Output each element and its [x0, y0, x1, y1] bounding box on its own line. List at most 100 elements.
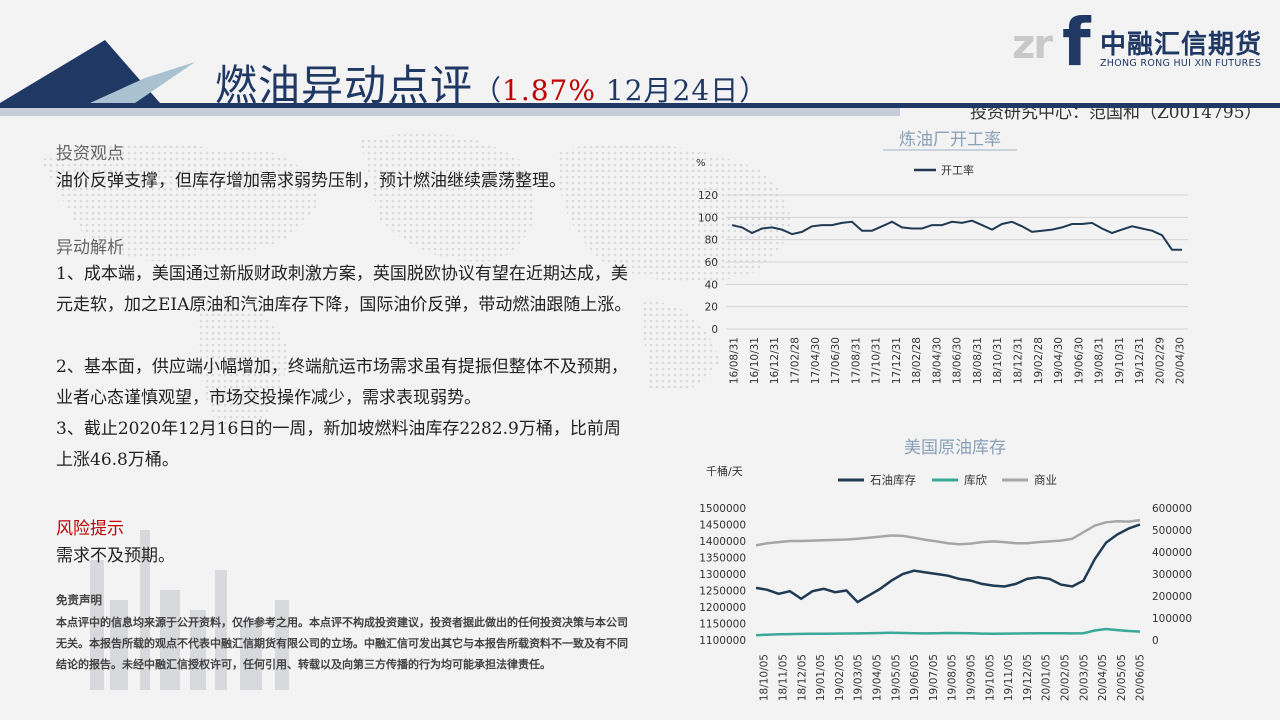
x-tick-label: 19/02/28 — [1033, 337, 1045, 384]
series-line-cushing — [755, 627, 1141, 637]
legend-label: 库欣 — [964, 473, 987, 487]
y-tick-label-right: 200000 — [1152, 591, 1192, 603]
y-tick-label: 100 — [698, 212, 718, 224]
y-tick-label-right: 0 — [1152, 635, 1159, 647]
y-tick-label: 0 — [711, 324, 718, 336]
x-tick-label: 18/04/30 — [931, 337, 943, 384]
x-tick-label: 20/04/30 — [1175, 337, 1187, 384]
y-tick-label-left: 1450000 — [699, 520, 746, 532]
y-tick-label: 40 — [705, 279, 718, 291]
series-line-utilization — [731, 219, 1182, 251]
x-tick-label: 19/07/05 — [928, 654, 940, 701]
x-tick-label: 19/08/05 — [947, 654, 959, 701]
x-tick-label: 19/12/05 — [1022, 654, 1034, 701]
x-tick-label: 19/09/05 — [965, 654, 977, 701]
y-tick-label-left: 1150000 — [699, 619, 746, 631]
x-tick-label: 16/08/31 — [729, 337, 741, 384]
disclaimer-text: 本点评中的信息均来源于公开资料，仅作参考之用。本点评不构成投资建议，投资者据此做… — [56, 616, 628, 671]
x-tick-label: 19/03/05 — [853, 654, 865, 701]
x-tick-label: 19/04/30 — [1053, 337, 1065, 384]
x-tick-label: 19/05/05 — [890, 654, 902, 701]
y-tick-label: 80 — [705, 235, 718, 247]
x-tick-label: 18/06/30 — [952, 337, 964, 384]
y-tick-label-right: 600000 — [1152, 503, 1192, 515]
series-line-commercial — [755, 518, 1141, 547]
x-tick-label: 17/02/28 — [789, 337, 801, 384]
risk-text: 需求不及预期。 — [56, 546, 175, 566]
x-tick-label: 20/02/05 — [1059, 654, 1071, 701]
x-tick-label: 18/08/31 — [972, 337, 984, 384]
chart-title: 炼油厂开工率 — [899, 130, 1001, 150]
y-tick-label-left: 1100000 — [699, 635, 746, 647]
x-tick-label: 19/06/30 — [1073, 337, 1085, 384]
y-tick-label-right: 400000 — [1152, 547, 1192, 559]
analysis-item-1: 1、成本端，美国通过新版财政刺激方案，英国脱欧协议有望在近期达成，美元走软，加之… — [56, 264, 632, 315]
series-line-crude — [755, 523, 1141, 604]
y-axis-unit: % — [696, 158, 706, 169]
x-tick-label: 19/01/05 — [815, 654, 827, 701]
header-decoration — [0, 40, 1280, 116]
y-tick-label-left: 1350000 — [699, 553, 746, 565]
x-tick-label: 18/12/05 — [796, 654, 808, 701]
analysis-heading: 异动解析 — [56, 238, 124, 258]
x-tick-label: 17/08/31 — [850, 337, 862, 384]
page-title: 燃油异动点评（1.87% 12月24日） — [215, 61, 769, 110]
x-tick-label: 20/03/05 — [1078, 654, 1090, 701]
company-name-cn: 中融汇信期货 — [1100, 30, 1263, 60]
x-tick-label: 20/04/05 — [1097, 654, 1109, 701]
y-tick-label-left: 1400000 — [699, 536, 746, 548]
change-percent: 1.87% — [502, 74, 596, 107]
legend-label: 石油库存 — [870, 473, 916, 487]
x-tick-label: 19/04/05 — [871, 654, 883, 701]
y-tick-label-right: 100000 — [1152, 613, 1192, 625]
disclaimer-heading: 免责声明 — [56, 593, 102, 607]
y-tick-label-left: 1300000 — [699, 569, 746, 581]
legend-label: 开工率 — [941, 163, 974, 177]
x-tick-label: 18/12/31 — [1012, 337, 1024, 384]
x-tick-label: 19/02/05 — [834, 654, 846, 701]
x-tick-label: 19/11/05 — [1003, 654, 1015, 701]
y-tick-label: 20 — [705, 302, 718, 314]
x-tick-label: 20/02/29 — [1154, 337, 1166, 384]
company-name-en: ZHONG RONG HUI XIN FUTURES — [1100, 58, 1262, 69]
x-tick-label: 18/10/05 — [759, 654, 771, 701]
y-tick-label-left: 1500000 — [699, 503, 746, 515]
legend-label: 商业 — [1034, 473, 1057, 487]
x-tick-label: 17/10/31 — [871, 337, 883, 384]
x-tick-label: 17/06/30 — [830, 337, 842, 384]
analysis-item-2: 2、基本面，供应端小幅增加，终端航运市场需求虽有提振但整体不及预期，业者心态谨慎… — [56, 357, 628, 408]
view-heading: 投资观点 — [56, 144, 124, 164]
x-tick-label: 20/06/05 — [1135, 654, 1147, 701]
y-tick-label-right: 500000 — [1152, 525, 1192, 537]
x-tick-label: 19/12/31 — [1134, 337, 1146, 384]
x-tick-label: 18/02/28 — [911, 337, 923, 384]
x-tick-label: 16/12/31 — [769, 337, 781, 384]
y-tick-label-right: 300000 — [1152, 569, 1192, 581]
logo-mark: zr — [1012, 22, 1053, 68]
x-tick-label: 19/10/05 — [984, 654, 996, 701]
chart-title: 美国原油库存 — [904, 438, 1006, 458]
x-tick-label: 17/04/30 — [810, 337, 822, 384]
refinery-utilization-chart: 炼油厂开工率% 开工率 0 20 40 60 80 100 120 16/08/31 16/10/3… — [696, 130, 1188, 384]
y-tick-label-left: 1250000 — [699, 586, 746, 598]
view-text: 油价反弹支撑，但库存增加需求弱势压制，预计燃油继续震荡整理。 — [56, 171, 566, 191]
y-tick-label: 120 — [698, 190, 718, 202]
logo-letter: f — [1062, 4, 1091, 81]
x-tick-label: 19/06/05 — [909, 654, 921, 701]
y-tick-label-left: 1200000 — [699, 602, 746, 614]
x-tick-label: 18/10/31 — [992, 337, 1004, 384]
risk-heading: 风险提示 — [56, 519, 124, 539]
x-tick-label: 17/12/31 — [891, 337, 903, 384]
report-date: 12月24日 — [595, 74, 740, 107]
x-tick-label: 16/10/31 — [749, 337, 761, 384]
x-tick-label: 19/10/31 — [1114, 337, 1126, 384]
y-axis-unit: 千桶/天 — [706, 464, 743, 478]
x-tick-label: 20/05/05 — [1116, 654, 1128, 701]
y-tick-label: 60 — [705, 257, 718, 269]
x-tick-label: 19/08/31 — [1094, 337, 1106, 384]
x-tick-label: 20/01/05 — [1041, 654, 1053, 701]
analysis-item-3: 3、截止2020年12月16日的一周，新加坡燃料油库存2282.9万桶，比前周上… — [56, 419, 621, 470]
x-tick-label: 18/11/05 — [777, 654, 789, 701]
